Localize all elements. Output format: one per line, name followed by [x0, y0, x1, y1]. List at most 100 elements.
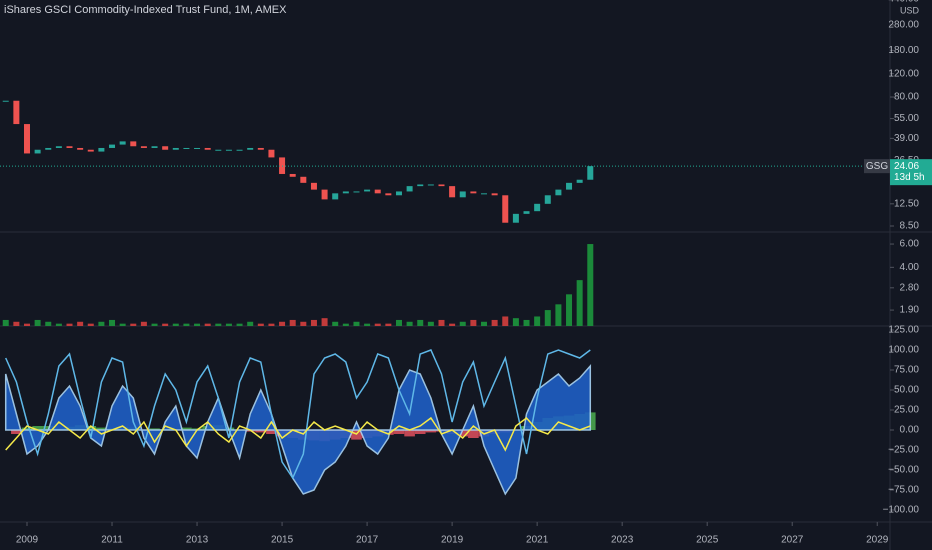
y-tick-label: 25.00	[894, 405, 919, 416]
histogram-bar	[149, 428, 160, 430]
wave-area	[4, 364, 592, 496]
symbol: GSG	[866, 161, 888, 172]
candle	[364, 189, 371, 192]
volume-bar	[512, 318, 519, 326]
y-tick-label: 120.00	[888, 68, 919, 79]
volume-bar	[300, 321, 307, 326]
candle	[183, 147, 190, 149]
volume-bar	[77, 321, 84, 326]
volume-bar	[194, 323, 201, 326]
volume-bar	[151, 323, 158, 326]
volume-bar	[130, 323, 137, 326]
candle	[45, 147, 52, 150]
candle	[300, 176, 307, 183]
volume-bar	[544, 310, 551, 326]
candle	[257, 147, 264, 150]
candle	[55, 146, 62, 148]
y-tick-label: 2.80	[900, 282, 920, 293]
candle	[427, 184, 434, 186]
volume-bar	[279, 321, 286, 326]
histogram-bar	[266, 430, 277, 434]
y-tick-label: 50.00	[894, 385, 919, 396]
y-tick-label: 55.00	[894, 113, 919, 124]
candle	[77, 147, 84, 150]
candle	[23, 124, 30, 154]
candle	[417, 184, 424, 187]
candle	[130, 141, 137, 147]
y-tick-label: −50.00	[888, 465, 919, 476]
histogram-bar	[181, 427, 192, 430]
x-tick-label: 2029	[866, 535, 889, 546]
candle	[332, 193, 339, 200]
candle	[34, 149, 41, 154]
candle	[2, 100, 9, 102]
volume-bar	[364, 323, 371, 326]
volume-bar	[289, 319, 296, 326]
volume-bar	[98, 321, 105, 326]
x-tick-label: 2015	[271, 535, 294, 546]
volume-bar	[576, 280, 583, 326]
candle	[502, 195, 509, 223]
volume-bar	[183, 323, 190, 326]
y-tick-label: 75.00	[894, 365, 919, 376]
volume-bar	[491, 319, 498, 326]
candle	[353, 191, 360, 193]
volume-bar	[257, 323, 264, 326]
candle	[204, 147, 211, 150]
y-tick-label: −100.00	[883, 505, 920, 516]
candle	[406, 186, 413, 192]
volume-bar	[374, 323, 381, 326]
candle	[555, 189, 562, 196]
volume-bar	[140, 321, 147, 326]
oscillator-line	[5, 349, 591, 480]
candle	[512, 213, 519, 223]
histogram-bar	[404, 430, 415, 437]
candle	[236, 149, 243, 151]
histogram-bar	[425, 430, 437, 433]
candle	[481, 193, 488, 195]
candle	[66, 146, 73, 148]
histogram-bar	[414, 430, 426, 434]
y-tick-label: 8.50	[900, 221, 920, 232]
candle	[162, 146, 169, 150]
candle	[576, 179, 583, 183]
volume-bar	[481, 321, 488, 326]
volume-bar	[395, 319, 402, 326]
oscillator-line	[5, 416, 591, 452]
volume-bar	[34, 319, 41, 326]
candle	[449, 186, 456, 198]
candle	[534, 203, 541, 212]
candle	[268, 149, 275, 158]
volume-bar	[109, 319, 116, 326]
x-tick-label: 2027	[781, 535, 804, 546]
histogram-bar	[255, 430, 267, 433]
y-tick-label: 280.00	[888, 20, 919, 31]
volume-bar	[417, 319, 424, 326]
candle	[395, 191, 402, 196]
candle	[215, 149, 222, 151]
y-tick-label: 0.00	[900, 425, 920, 436]
candle	[342, 191, 349, 194]
x-tick-label: 2023	[611, 535, 634, 546]
histogram-bar	[85, 426, 97, 430]
histogram-bar	[11, 430, 22, 434]
y-tick-label: 100.00	[888, 345, 919, 356]
candle	[289, 173, 296, 177]
countdown: 13d 5h	[894, 172, 925, 183]
volume-bar	[427, 321, 434, 326]
candle	[544, 195, 551, 204]
volume-bar	[459, 321, 466, 326]
volume-bar	[321, 318, 328, 326]
volume-bar	[66, 323, 73, 326]
x-tick-label: 2009	[16, 535, 39, 546]
volume-bar	[438, 319, 445, 326]
y-tick-label: −25.00	[888, 445, 919, 456]
candle	[140, 146, 147, 148]
volume-bar	[268, 323, 275, 326]
candle	[98, 147, 105, 152]
symbol-tag	[864, 159, 890, 174]
last-price-tag	[890, 159, 932, 186]
candle	[523, 211, 530, 214]
candle	[119, 141, 126, 145]
